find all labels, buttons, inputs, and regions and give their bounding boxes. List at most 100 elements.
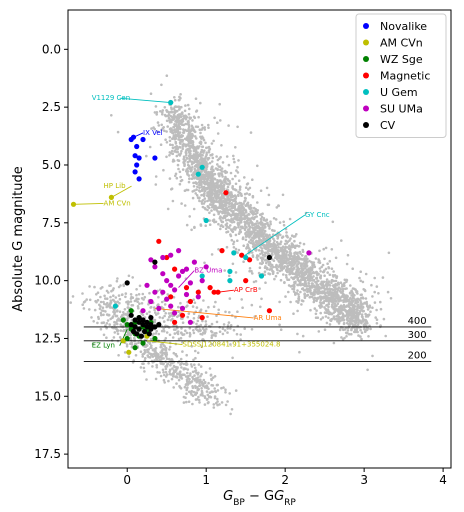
data-point [199,164,205,170]
main-sequence-star [338,320,341,323]
main-sequence-star [268,272,272,276]
data-point [168,303,174,309]
field-star [153,308,156,312]
main-sequence-star [177,124,180,128]
main-sequence-star [200,185,203,189]
main-sequence-star [344,326,348,330]
main-sequence-star [174,174,177,178]
main-sequence-star [198,161,202,164]
main-sequence-star [257,249,261,252]
main-sequence-star [187,127,190,131]
main-sequence-star [259,305,262,309]
main-sequence-star [154,175,158,178]
field-star [129,297,133,300]
data-point [152,289,158,295]
main-sequence-star [244,204,248,207]
field-star [227,321,231,324]
data-point [172,310,178,316]
main-sequence-star [319,318,323,321]
white-dwarf-star [165,351,168,354]
white-dwarf-star [102,313,105,317]
main-sequence-star [295,265,299,268]
main-sequence-star [332,296,335,299]
main-sequence-star [244,208,247,212]
main-sequence-star [351,267,355,271]
main-sequence-star [264,281,267,285]
main-sequence-star [191,166,194,169]
main-sequence-star [179,142,182,145]
white-dwarf-star [202,384,205,388]
main-sequence-star [259,220,263,223]
white-dwarf-star [104,297,107,300]
main-sequence-star [160,83,163,87]
white-dwarf-star [139,366,143,369]
white-dwarf-star [133,342,137,346]
main-sequence-star [176,147,179,150]
x-tick-label: 0 [123,473,131,487]
main-sequence-star [243,176,246,179]
field-star [188,327,192,330]
main-sequence-star [208,197,212,200]
main-sequence-star [155,111,159,114]
data-point [108,194,114,200]
data-point [243,254,249,261]
main-sequence-star [301,334,305,338]
white-dwarf-star [111,316,114,320]
white-dwarf-star [99,311,103,315]
field-star [168,345,172,349]
main-sequence-star [270,243,273,246]
main-sequence-star [116,130,120,134]
white-dwarf-star [162,362,165,365]
main-sequence-star [244,233,247,236]
series-u-gem [112,99,265,309]
white-dwarf-star [116,332,120,336]
main-sequence-star [182,114,185,118]
main-sequence-star [353,294,356,297]
main-sequence-star [338,328,342,331]
white-dwarf-star [105,326,108,330]
data-point [132,317,138,323]
main-sequence-star [268,268,272,271]
white-dwarf-star [218,403,221,406]
main-sequence-star [279,328,283,332]
main-sequence-star [349,284,352,287]
main-sequence-star [195,188,198,191]
main-sequence-star [276,237,280,240]
main-sequence-star [238,191,242,195]
main-sequence-star [211,203,215,207]
main-sequence-star [237,159,240,162]
white-dwarf-star [191,375,194,379]
main-sequence-star [284,253,288,256]
main-sequence-star [290,257,293,261]
main-sequence-star [296,283,299,287]
main-sequence-star [203,206,206,210]
main-sequence-star [304,254,308,258]
main-sequence-star [278,254,281,258]
main-sequence-star [342,322,346,326]
white-dwarf-star [197,371,200,375]
main-sequence-star [255,226,259,230]
main-sequence-star [210,165,214,169]
white-dwarf-star [195,391,198,395]
field-star [176,326,179,330]
main-sequence-star [292,263,296,267]
white-dwarf-star [191,386,195,390]
field-star [164,346,168,350]
main-sequence-star [315,276,319,280]
main-sequence-star [371,354,374,358]
main-sequence-star [330,279,333,283]
main-sequence-star [225,155,229,158]
white-dwarf-star [155,355,159,359]
main-sequence-star [323,257,326,261]
main-sequence-star [242,212,246,215]
main-sequence-star [328,273,332,277]
main-sequence-star [331,288,335,292]
main-sequence-star [220,170,224,173]
main-sequence-star [316,297,320,300]
main-sequence-star [187,174,191,177]
main-sequence-star [195,110,198,113]
main-sequence-star [237,232,241,235]
main-sequence-star [206,182,209,185]
main-sequence-star [287,258,290,262]
field-star [141,292,145,296]
